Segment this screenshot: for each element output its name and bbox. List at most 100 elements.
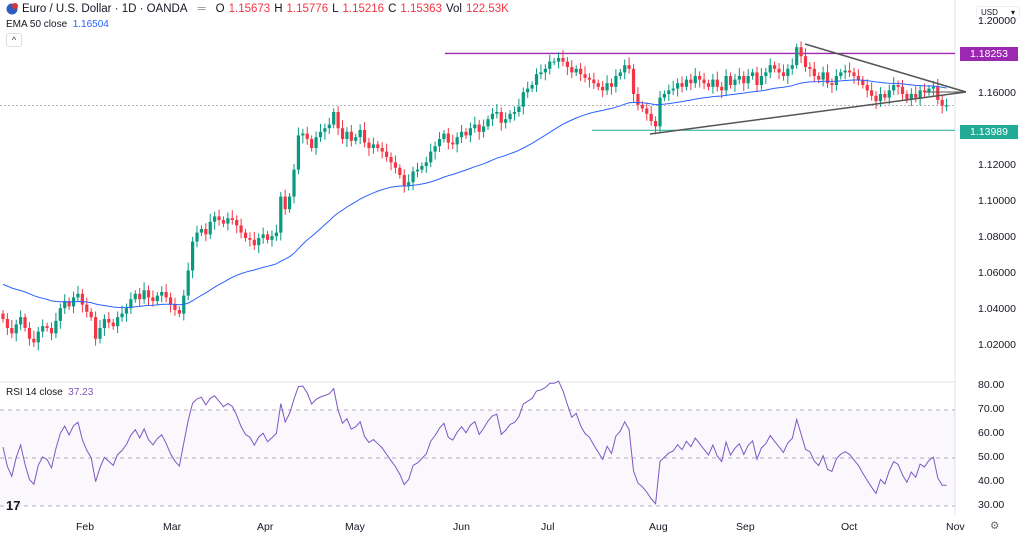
candle-body xyxy=(274,232,278,237)
price-tick: 1.16000 xyxy=(978,87,1016,99)
currency-selector[interactable]: USD ▾ xyxy=(976,6,1020,19)
candle-body xyxy=(98,328,102,339)
candle-body xyxy=(839,72,843,76)
candle-body xyxy=(120,313,124,318)
candle-body xyxy=(340,128,345,139)
candle-body xyxy=(918,90,922,98)
candle-body xyxy=(517,106,521,112)
candle-body xyxy=(583,74,587,78)
candle-body xyxy=(133,293,137,300)
candle-body xyxy=(102,319,107,328)
candle-body xyxy=(927,88,931,93)
candle-body xyxy=(468,128,472,136)
settings-gear-icon[interactable]: ⚙ xyxy=(990,520,1000,532)
candle-body xyxy=(314,137,318,148)
month-label: Feb xyxy=(76,521,95,533)
candle-body xyxy=(759,76,763,85)
candle-body xyxy=(358,130,362,138)
candle-body xyxy=(459,131,464,138)
rsi-tick: 80.00 xyxy=(978,379,1005,391)
candle-body xyxy=(235,220,239,226)
candle-body xyxy=(795,47,799,66)
rsi-tick: 60.00 xyxy=(978,427,1005,439)
candle-body xyxy=(385,151,389,157)
candle-body xyxy=(402,175,406,186)
candle-body xyxy=(684,79,689,87)
candle-body xyxy=(27,328,32,339)
candle-body xyxy=(270,236,274,240)
candle-body xyxy=(265,234,270,240)
candle-body xyxy=(398,167,402,175)
volume-value: 122.53K xyxy=(465,3,509,15)
candle-body xyxy=(318,131,323,138)
candle-body xyxy=(653,121,658,127)
month-label: Jun xyxy=(453,521,470,533)
candle-body xyxy=(852,72,856,76)
candle-body xyxy=(618,72,622,76)
candle-body xyxy=(680,83,684,87)
triangle-upper-trendline xyxy=(804,43,967,93)
month-label: Sep xyxy=(736,521,755,533)
candle-body xyxy=(504,119,508,123)
candle-body xyxy=(261,234,265,238)
candle-body xyxy=(922,90,927,93)
rsi-legend[interactable]: RSI 14 close 37.23 xyxy=(6,387,94,398)
candle-body xyxy=(825,72,830,84)
candle-body xyxy=(305,133,309,139)
candle-body xyxy=(940,99,944,106)
candle-body xyxy=(213,216,217,222)
candle-body xyxy=(874,95,878,102)
tradingview-logo: 17 xyxy=(6,498,21,513)
price-tick: 1.04000 xyxy=(978,303,1016,315)
candle-body xyxy=(32,338,36,343)
candle-body xyxy=(627,65,631,69)
ema-legend[interactable]: EMA 50 close 1.16504 xyxy=(6,19,109,30)
candle-body xyxy=(834,76,838,85)
candle-body xyxy=(543,68,547,73)
candle-body xyxy=(900,86,905,94)
candle-body xyxy=(349,131,353,141)
candle-body xyxy=(204,229,208,235)
candle-body xyxy=(310,139,314,148)
candle-body xyxy=(936,86,940,100)
candle-body xyxy=(574,68,578,73)
candle-body xyxy=(931,86,935,89)
symbol-title[interactable]: Euro / U.S. Dollar · 1D · OANDA xyxy=(22,3,188,15)
candle-body xyxy=(830,83,834,85)
month-label: Aug xyxy=(649,521,668,533)
candle-body xyxy=(221,220,226,224)
candle-body xyxy=(539,72,543,75)
candle-body xyxy=(482,126,486,132)
candle-body xyxy=(486,119,490,127)
candle-body xyxy=(861,79,865,85)
candle-body xyxy=(63,301,67,309)
candle-body xyxy=(556,58,561,62)
candle-body xyxy=(5,319,10,328)
candle-body xyxy=(327,124,331,129)
candle-body xyxy=(129,299,133,309)
price-tick: 1.10000 xyxy=(978,195,1016,207)
chart-header: Euro / U.S. Dollar · 1D · OANDA ═ O 1.156… xyxy=(6,3,509,15)
collapse-legend-button[interactable]: ^ xyxy=(6,33,22,47)
candle-body xyxy=(230,218,234,220)
candle-body xyxy=(781,72,786,76)
candle-body xyxy=(790,65,794,69)
candle-body xyxy=(279,196,283,233)
candle-body xyxy=(248,238,252,240)
candle-body xyxy=(579,68,583,75)
month-label: May xyxy=(345,521,365,533)
rsi-line xyxy=(2,380,947,505)
candle-body xyxy=(662,94,666,98)
candle-body xyxy=(856,76,861,80)
price-tick: 1.06000 xyxy=(978,267,1016,279)
candle-body xyxy=(433,146,437,152)
candle-body xyxy=(944,105,949,107)
candle-body xyxy=(332,112,336,125)
candle-body xyxy=(711,79,715,87)
candle-body xyxy=(914,94,918,98)
candle-body xyxy=(870,90,874,96)
candle-body xyxy=(76,293,80,298)
market-status-icon: ═ xyxy=(197,3,206,15)
candle-body xyxy=(292,169,296,197)
